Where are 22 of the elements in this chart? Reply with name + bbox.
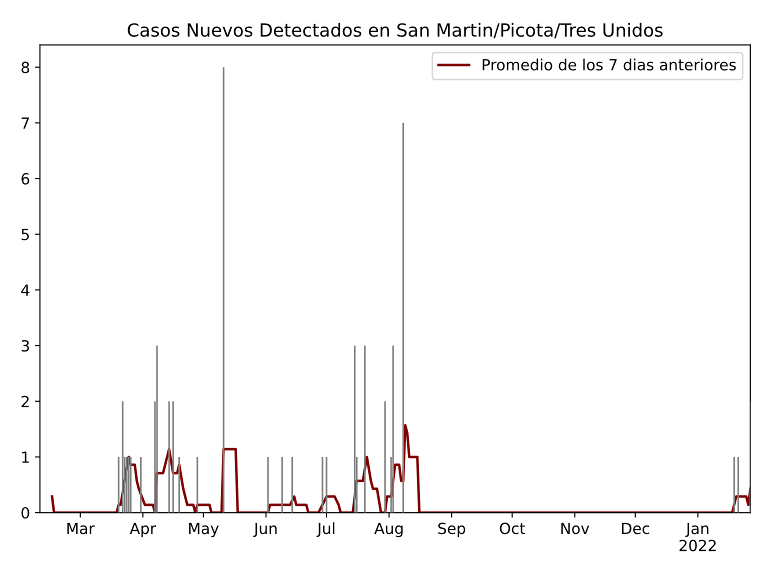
x-tick-label: Jan 2022 bbox=[680, 522, 716, 552]
y-tick-label: 8 bbox=[22, 62, 30, 74]
x-tick-label: Aug bbox=[374, 522, 403, 538]
x-tick-label: Sep bbox=[438, 522, 466, 538]
y-tick-label: 3 bbox=[22, 340, 29, 352]
y-tick-label: 4 bbox=[21, 284, 30, 296]
x-tick-label: Oct bbox=[500, 522, 526, 534]
x-tick-label: Jul bbox=[316, 522, 334, 538]
x-tick-label: Jun bbox=[253, 522, 277, 538]
legend-label: Promedio de los 7 dias anteriores bbox=[482, 58, 736, 71]
y-tick-label: 2 bbox=[22, 396, 29, 408]
x-tick-label: Nov bbox=[561, 522, 590, 534]
y-tick-label: 6 bbox=[22, 173, 30, 185]
x-tick-label: Dec bbox=[622, 522, 650, 534]
x-tick-label: Apr bbox=[130, 522, 156, 538]
y-tick-label: 0 bbox=[22, 507, 30, 519]
x-tick-label: Mar bbox=[67, 522, 95, 534]
x-tick-label: May bbox=[189, 522, 219, 538]
y-tick-label: 1 bbox=[22, 452, 29, 463]
chart-title: Casos Nuevos Detectados en San Martin/Picota/Tres Unidos bbox=[128, 22, 663, 38]
y-tick-label: 5 bbox=[22, 228, 29, 240]
y-tick-label: 7 bbox=[22, 118, 29, 129]
